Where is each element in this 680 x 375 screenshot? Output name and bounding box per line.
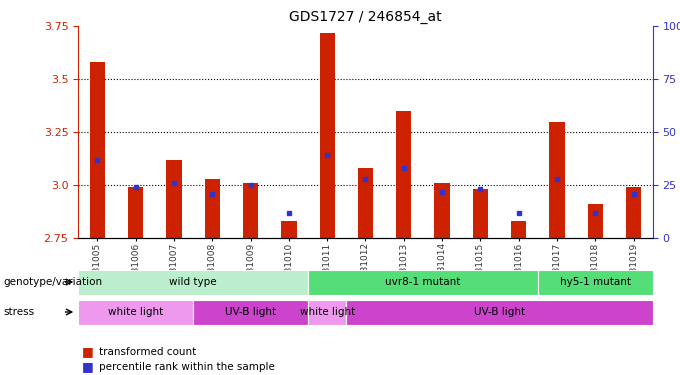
Bar — [128, 187, 143, 238]
Text: white light: white light — [300, 307, 355, 317]
Bar — [193, 300, 308, 325]
Bar — [626, 187, 641, 238]
Bar — [358, 168, 373, 238]
Text: ■: ■ — [82, 360, 93, 373]
Bar — [320, 33, 335, 238]
Text: wild type: wild type — [169, 277, 217, 287]
Bar — [167, 160, 182, 238]
Bar — [282, 221, 296, 238]
Title: GDS1727 / 246854_at: GDS1727 / 246854_at — [289, 10, 442, 24]
Text: uvr8-1 mutant: uvr8-1 mutant — [386, 277, 460, 287]
Bar — [473, 189, 488, 238]
Text: UV-B light: UV-B light — [474, 307, 525, 317]
Bar — [435, 183, 449, 238]
Bar — [205, 179, 220, 238]
Bar — [538, 270, 653, 295]
Text: transformed count: transformed count — [99, 347, 196, 357]
Bar — [511, 221, 526, 238]
Text: ■: ■ — [82, 345, 93, 358]
Text: UV-B light: UV-B light — [225, 307, 276, 317]
Bar — [90, 62, 105, 238]
Bar — [243, 183, 258, 238]
Bar — [308, 300, 346, 325]
Bar — [588, 204, 603, 238]
Bar — [78, 270, 308, 295]
Bar — [396, 111, 411, 238]
Bar — [549, 122, 564, 238]
Bar — [308, 270, 538, 295]
Bar — [346, 300, 653, 325]
Bar — [78, 300, 193, 325]
Text: genotype/variation: genotype/variation — [3, 277, 103, 287]
Text: stress: stress — [3, 307, 35, 317]
Text: percentile rank within the sample: percentile rank within the sample — [99, 362, 275, 372]
Text: white light: white light — [108, 307, 163, 317]
Text: hy5-1 mutant: hy5-1 mutant — [560, 277, 631, 287]
